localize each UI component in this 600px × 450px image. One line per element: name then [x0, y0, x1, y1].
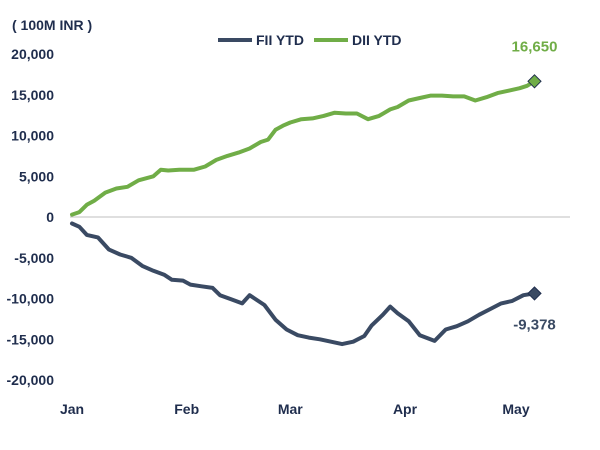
y-tick-label: 5,000 [19, 168, 54, 184]
unit-label: ( 100M INR ) [12, 17, 92, 33]
y-tick-label: 10,000 [11, 128, 54, 144]
legend-label-dii: DII YTD [352, 32, 402, 48]
y-tick-label: 15,000 [11, 87, 54, 103]
legend-label-fii: FII YTD [256, 32, 304, 48]
y-tick-label: -10,000 [7, 291, 55, 307]
x-tick-label: Apr [393, 401, 418, 417]
fii-end-label: -9,378 [513, 316, 556, 333]
fii-ytd-line [70, 221, 537, 347]
x-tick-label: Mar [278, 401, 303, 417]
dii-end-label: 16,650 [512, 38, 558, 55]
y-tick-label: -5,000 [14, 250, 54, 266]
x-tick-label: Jan [60, 401, 84, 417]
fii-end-marker [527, 286, 542, 301]
y-tick-label: 0 [46, 209, 54, 225]
x-axis-ticks: Jan Feb Mar Apr May [60, 401, 530, 417]
x-tick-label: Feb [174, 401, 199, 417]
legend: FII YTD DII YTD [218, 32, 402, 48]
dii-ytd-line [70, 79, 537, 217]
y-axis-ticks: 20,000 15,000 10,000 5,000 0 -5,000 -10,000 -15… [7, 46, 55, 388]
y-tick-label: -15,000 [7, 331, 55, 347]
y-tick-label: -20,000 [7, 372, 55, 388]
dii-end-marker [527, 74, 542, 89]
y-tick-label: 20,000 [11, 46, 54, 62]
x-tick-label: May [502, 401, 529, 417]
